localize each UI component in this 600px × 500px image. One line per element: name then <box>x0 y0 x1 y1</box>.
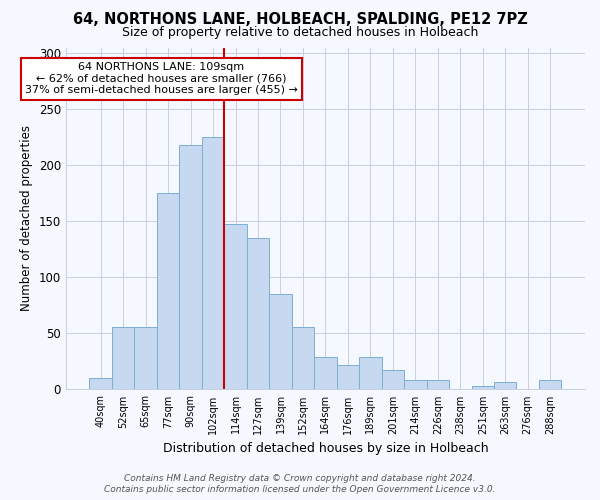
X-axis label: Distribution of detached houses by size in Holbeach: Distribution of detached houses by size … <box>163 442 488 455</box>
Bar <box>247 238 269 390</box>
Bar <box>382 370 404 390</box>
Y-axis label: Number of detached properties: Number of detached properties <box>20 126 33 312</box>
Text: 64, NORTHONS LANE, HOLBEACH, SPALDING, PE12 7PZ: 64, NORTHONS LANE, HOLBEACH, SPALDING, P… <box>73 12 527 28</box>
Text: Contains HM Land Registry data © Crown copyright and database right 2024.
Contai: Contains HM Land Registry data © Crown c… <box>104 474 496 494</box>
Bar <box>314 357 337 390</box>
Bar <box>494 382 517 390</box>
Bar <box>539 380 562 390</box>
Bar <box>292 326 314 390</box>
Bar <box>472 386 494 390</box>
Bar <box>202 137 224 390</box>
Bar <box>337 365 359 390</box>
Text: Size of property relative to detached houses in Holbeach: Size of property relative to detached ho… <box>122 26 478 39</box>
Bar <box>89 378 112 390</box>
Bar <box>157 193 179 390</box>
Bar <box>134 326 157 390</box>
Bar <box>269 294 292 390</box>
Text: 64 NORTHONS LANE: 109sqm
← 62% of detached houses are smaller (766)
37% of semi-: 64 NORTHONS LANE: 109sqm ← 62% of detach… <box>25 62 298 96</box>
Bar <box>179 145 202 390</box>
Bar <box>112 326 134 390</box>
Bar <box>224 224 247 390</box>
Bar <box>404 380 427 390</box>
Bar <box>427 380 449 390</box>
Bar <box>359 357 382 390</box>
